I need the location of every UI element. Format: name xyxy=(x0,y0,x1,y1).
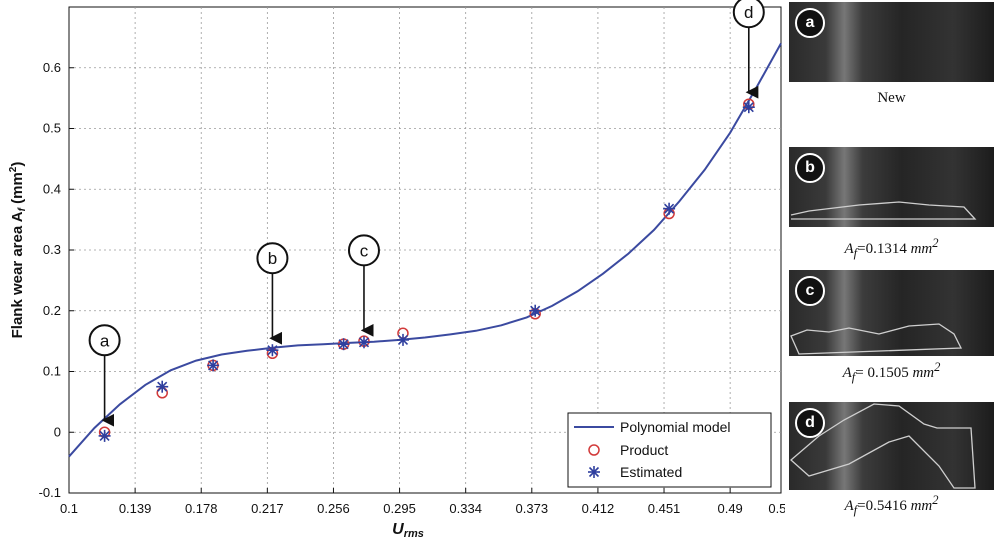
estimated-point xyxy=(337,338,350,351)
photo-c: c xyxy=(789,270,994,356)
photo-b: b xyxy=(789,147,994,227)
photo-badge-d: d xyxy=(795,408,825,438)
y-axis-label: Flank wear area Af (mm2) xyxy=(8,162,28,339)
x-tick-label: 0.139 xyxy=(119,501,152,516)
callout-label: d xyxy=(744,3,753,22)
callout-label: b xyxy=(268,249,277,268)
wear-chart: 0.1 0.139 0.178 0.217 0.256 0.295 0.334 0.373 0.… xyxy=(8,0,785,540)
callout-b: b xyxy=(256,242,289,345)
photo-badge-b: b xyxy=(795,153,825,183)
callout-label: c xyxy=(360,241,369,260)
wear-outline-d xyxy=(790,403,976,489)
y-tick-label: 0.6 xyxy=(43,60,61,75)
estimated-point xyxy=(358,336,370,349)
estimated-point xyxy=(156,380,169,393)
y-tick-label: 0 xyxy=(54,424,61,439)
estimated-point xyxy=(98,429,111,442)
y-tick-label: -0.1 xyxy=(39,485,61,500)
x-tick-label: 0.412 xyxy=(582,501,615,516)
marker-series xyxy=(98,98,755,442)
x-tick-label: 0.334 xyxy=(449,501,482,516)
x-tick-label: 0.295 xyxy=(383,501,416,516)
photo-badge-c: c xyxy=(795,276,825,306)
callout-c: c xyxy=(347,234,380,337)
y-tick-label: 0.1 xyxy=(43,364,61,379)
wear-outline-b xyxy=(790,201,977,220)
caption-c: Af= 0.1505 mm2 xyxy=(842,360,941,384)
polynomial-model-line xyxy=(68,42,782,458)
x-tick-label: 0.451 xyxy=(648,501,681,516)
callout-d: d xyxy=(732,0,765,99)
x-axis-label: Urms xyxy=(392,521,424,540)
caption-b: Af=0.1314 mm2 xyxy=(844,236,939,260)
x-tick-label: 0.1 xyxy=(60,501,78,516)
legend-entry-estimated: Estimated xyxy=(620,464,682,480)
legend-star-swatch xyxy=(588,466,600,478)
y-tick-label: 0.2 xyxy=(43,303,61,318)
legend-entry-product: Product xyxy=(620,442,668,458)
polynomial-model-series xyxy=(68,42,782,458)
estimated-point xyxy=(742,101,755,114)
estimated-point xyxy=(207,359,220,372)
legend-entry-polynomial: Polynomial model xyxy=(620,419,731,435)
x-tick-label: 0.178 xyxy=(185,501,218,516)
x-tick-label: 0.256 xyxy=(317,501,350,516)
legend: Polynomial model Product Estimated xyxy=(567,412,772,488)
x-tick-label: 0.52 xyxy=(768,501,785,516)
photo-d: d xyxy=(789,402,994,490)
callouts: a b c d xyxy=(88,0,765,427)
y-tick-label: 0.4 xyxy=(43,181,61,196)
estimated-point xyxy=(266,344,279,357)
y-tick-label: 0.3 xyxy=(43,242,61,257)
axis-ticks: 0.1 0.139 0.178 0.217 0.256 0.295 0.334 0.373 0.… xyxy=(39,60,785,516)
callout-a: a xyxy=(88,324,121,427)
estimated-point xyxy=(397,333,409,346)
caption-d: Af=0.5416 mm2 xyxy=(844,493,939,517)
x-tick-label: 0.373 xyxy=(516,501,549,516)
estimated-point xyxy=(529,304,542,317)
photo-badge-a: a xyxy=(795,8,825,38)
callout-label: a xyxy=(100,331,110,350)
caption-a: New xyxy=(877,90,906,106)
legend-circle-swatch xyxy=(588,444,600,456)
grid-lines xyxy=(69,7,781,493)
photo-a: a xyxy=(789,2,994,82)
estimated-point xyxy=(663,202,676,215)
x-tick-label: 0.217 xyxy=(251,501,284,516)
y-tick-label: 0.5 xyxy=(43,121,61,136)
x-tick-label: 0.49 xyxy=(717,501,742,516)
wear-outline-c xyxy=(790,323,963,355)
